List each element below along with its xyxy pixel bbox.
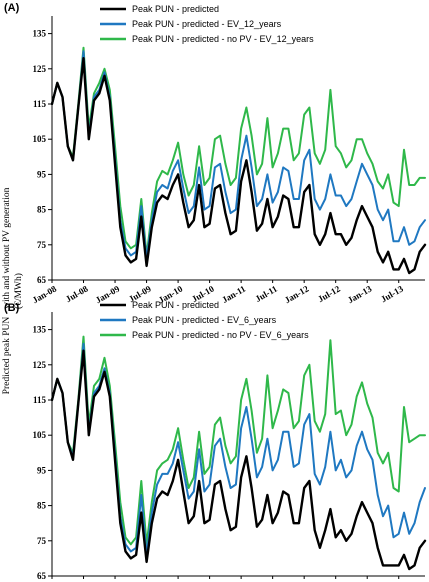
y-tick-label: 135 xyxy=(33,29,47,39)
x-tick-label: Jan-13 xyxy=(346,283,374,305)
legend-label-nopv: Peak PUN - predicted - no PV - EV_6_year… xyxy=(132,330,309,340)
y-tick-label: 105 xyxy=(33,134,47,144)
y-tick-label: 125 xyxy=(33,360,47,370)
y-tick-label: 125 xyxy=(33,64,47,74)
legend-label-predicted: Peak PUN - predicted xyxy=(132,4,219,14)
panel-label: (B) xyxy=(4,302,20,314)
series-line-nopv xyxy=(51,46,426,257)
x-tick-label: Jul-13 xyxy=(379,283,405,304)
y-tick-label: 95 xyxy=(37,169,47,179)
y-tick-label: 75 xyxy=(37,240,47,250)
legend: Peak PUN - predicted Peak PUN - predicted… xyxy=(100,4,314,44)
y-tick-label: 85 xyxy=(37,205,47,215)
y-tick-label: 65 xyxy=(37,275,47,285)
y-axis-label-line2: (€/MWh) xyxy=(13,273,24,309)
series-line-predicted xyxy=(50,57,427,275)
x-tick-label: Jan-08 xyxy=(31,283,59,305)
y-tick-label: 115 xyxy=(33,395,47,405)
y-tick-label: 95 xyxy=(37,465,47,475)
x-tick-label: Jul-08 xyxy=(64,283,90,304)
y-tick-label: 85 xyxy=(37,501,47,511)
y-tick-label: 105 xyxy=(33,430,47,440)
chart-panel-a: (A) 65 75 85 95 105 115 125 135 Jan-08 Jul-08 Jan-0… xyxy=(4,2,427,305)
x-tick-label: Jan-11 xyxy=(220,283,248,305)
legend-label-ev: Peak PUN - predicted - EV_12_years xyxy=(132,19,282,29)
series-line-predicted xyxy=(50,349,427,571)
chart-panel-b: (B)65758595105115125135Jan-08Jul-08Jan-0… xyxy=(4,300,427,582)
y-axis-label-line1: Predicted peak PUN - with and without PV… xyxy=(2,187,12,394)
panel-label: (A) xyxy=(4,2,20,14)
y-tick-label: 115 xyxy=(33,99,47,109)
x-tick-label: Jul-11 xyxy=(253,283,279,304)
x-tick-label: Jan-12 xyxy=(283,283,311,305)
x-tick-label: Jul-12 xyxy=(316,283,342,304)
x-tick-label: Jan-09 xyxy=(94,283,122,305)
legend-label-ev: Peak PUN - predicted - EV_6_years xyxy=(132,315,277,325)
y-tick-label: 135 xyxy=(33,325,47,335)
legend: Peak PUN - predicted Peak PUN - predicted… xyxy=(100,300,309,340)
y-tick-label: 65 xyxy=(37,571,47,581)
legend-label-predicted: Peak PUN - predicted xyxy=(132,300,219,310)
legend-label-nopv: Peak PUN - predicted - no PV - EV_12_yea… xyxy=(132,34,314,44)
y-tick-label: 75 xyxy=(37,536,47,546)
